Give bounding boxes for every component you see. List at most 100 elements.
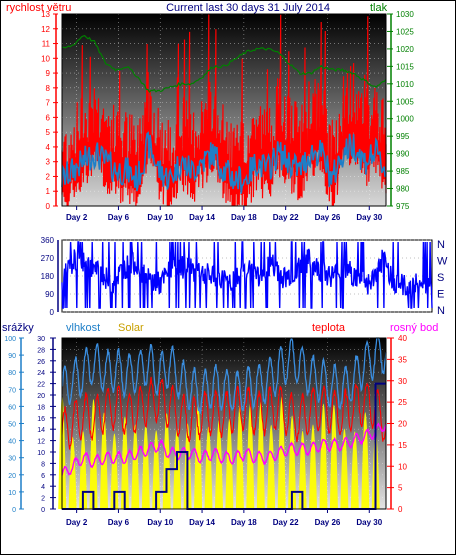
wind-speed-tick-label: 10 — [41, 54, 50, 63]
direction-tick-label: 360 — [41, 236, 55, 245]
temperature-tick-label: 20 — [398, 420, 407, 429]
wind-x-tick-label: Day 30 — [356, 213, 382, 222]
pressure-tick-label: 995 — [396, 132, 410, 141]
solar-spike — [277, 396, 286, 509]
climate-x-tick-label: Day 10 — [147, 518, 173, 527]
direction-line — [61, 241, 433, 309]
temperature-series — [61, 376, 387, 450]
solar-spike — [141, 424, 150, 509]
humidity-tick-label: 20 — [8, 473, 16, 480]
climate-x-axis: Day 2 Day 6 Day 10 Day 14 Day 18 Day 22 Day 26… — [66, 509, 383, 527]
wind-speed-tick-label: 13 — [41, 10, 50, 19]
humidity-tick-label: 90 — [8, 353, 16, 360]
climate-x-tick-label: Day 18 — [231, 518, 257, 527]
climate-x-tick-label: Day 6 — [108, 518, 130, 527]
solar-spike — [89, 399, 98, 509]
direction-tick-label: 180 — [41, 272, 55, 281]
pressure-tick-label: 975 — [396, 202, 410, 211]
pressure-tick-label: 1010 — [396, 80, 414, 89]
wind-plot-border — [61, 13, 387, 207]
pressure-tick-label: 1030 — [396, 10, 414, 19]
solar-spike — [215, 420, 223, 509]
climate-x-tick-label: Day 22 — [273, 518, 299, 527]
wind-speed-tick-label: 8 — [46, 84, 51, 93]
temperature-tick-label: 25 — [398, 398, 407, 407]
wind-speed-tick-label: 2 — [46, 172, 51, 181]
wind-x-tick-label: Day 6 — [108, 213, 130, 222]
climate-plot-border — [61, 337, 387, 510]
solar-spike — [350, 431, 359, 509]
humidity-line — [61, 337, 387, 414]
climate-x-tick-label: Day 26 — [315, 518, 341, 527]
climate-x-tick-label: Day 2 — [66, 518, 88, 527]
solar-spike — [246, 402, 255, 509]
solar-spike — [361, 412, 370, 509]
temperature-line — [61, 376, 387, 450]
humidity-series — [61, 337, 387, 414]
pressure-line — [61, 35, 387, 93]
pressure-tick-label: 985 — [396, 167, 410, 176]
humidity-tick-label: 60 — [8, 404, 16, 411]
solar-spike — [204, 426, 213, 509]
wind-x-tick-label: Day 26 — [315, 213, 341, 222]
wind-speed-tick-label: 5 — [46, 128, 51, 137]
temperature-tick-label: 5 — [398, 484, 403, 493]
solar-spike — [110, 433, 119, 509]
dewpoint-line — [61, 422, 387, 476]
rain-label: srážky — [2, 322, 34, 334]
solar-spike — [288, 415, 297, 509]
wind-x-tick-label: Day 22 — [273, 213, 299, 222]
pressure-tick-label: 1005 — [396, 97, 414, 106]
rain-tick-label: 30 — [37, 336, 45, 343]
humidity-tick-label: 30 — [8, 456, 16, 463]
wind-speed-tick-label: 6 — [46, 113, 51, 122]
solar-spike — [162, 413, 171, 509]
rain-tick-label: 16 — [37, 416, 45, 423]
wind-speed-tick-label: 12 — [41, 25, 50, 34]
humidity-tick-label: 0 — [12, 507, 16, 514]
rain-tick-label: 8 — [41, 461, 45, 468]
pressure-tick-label: 1025 — [396, 27, 414, 36]
temperature-tick-label: 15 — [398, 441, 407, 450]
wind-x-axis: Day 2 Day 6 Day 10 Day 14 Day 18 Day 22 Day 26… — [66, 206, 383, 222]
solar-spike — [340, 428, 349, 509]
humidity-axis: 0 10 20 30 40 50 60 70 80 90 100 — [4, 336, 24, 514]
humidity-tick-label: 50 — [8, 422, 16, 429]
wind-speed-tick-label: 7 — [46, 99, 51, 108]
solar-spike — [79, 431, 88, 509]
wind-speed-tick-label: 3 — [46, 158, 51, 167]
climate-x-tick-label: Day 14 — [189, 518, 215, 527]
pressure-tick-label: 1015 — [396, 62, 414, 71]
wind-speed-tick-label: 11 — [42, 40, 51, 49]
dewpoint-label: rosný bod — [390, 322, 438, 334]
wind-speed-tick-label: 4 — [46, 143, 51, 152]
temperature-label: teplota — [312, 322, 346, 334]
solar-spike — [194, 403, 203, 509]
humidity-tick-label: 40 — [8, 439, 16, 446]
temperature-tick-label: 10 — [398, 462, 407, 471]
solar-spike — [329, 404, 338, 509]
direction-series — [61, 241, 433, 309]
pressure-tick-label: 990 — [396, 150, 410, 159]
wind-x-tick-label: Day 18 — [231, 213, 257, 222]
wind-x-tick-label: Day 10 — [147, 213, 173, 222]
pressure-series — [61, 35, 387, 93]
wind-x-tick-label: Day 14 — [189, 213, 215, 222]
rain-tick-label: 28 — [37, 347, 45, 354]
solar-spike — [131, 424, 140, 509]
rain-tick-label: 14 — [37, 427, 45, 434]
wind-series — [61, 13, 387, 207]
humidity-label: vlhkost — [66, 322, 100, 334]
humidity-tick-label: 70 — [8, 387, 16, 394]
climate-x-tick-label: Day 30 — [356, 518, 382, 527]
wind-x-tick-label: Day 2 — [66, 213, 88, 222]
compass-label: E — [437, 289, 444, 301]
compass-label: W — [437, 256, 448, 268]
chart-title: Current last 30 days 31 July 2014 — [166, 2, 330, 14]
rain-tick-label: 6 — [41, 473, 45, 480]
humidity-tick-label: 10 — [8, 490, 16, 497]
